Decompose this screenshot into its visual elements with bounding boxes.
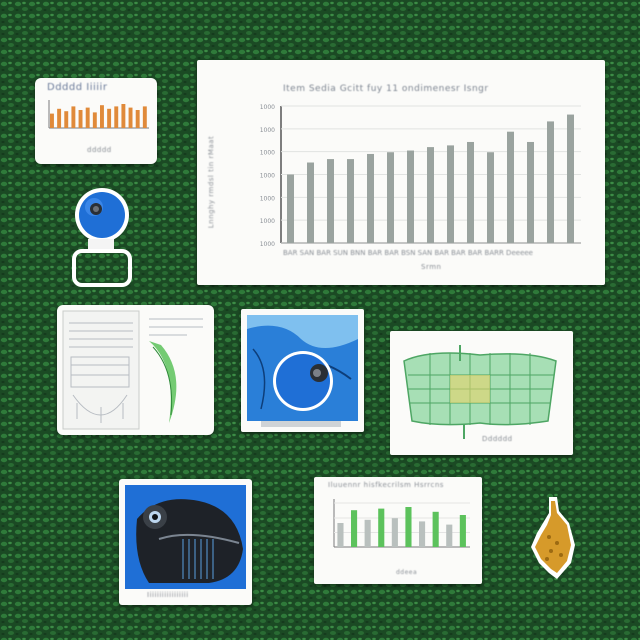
green-bar (459, 515, 466, 547)
green-chart-title: Iluuennr hisfkecrilsm Hsrrcns (328, 481, 444, 489)
green-bar (419, 521, 426, 547)
green-bar-chart-card: Iluuennr hisfkecrilsm Hsrrcns ddeea (314, 477, 482, 584)
green-bar (432, 511, 439, 547)
green-chart-footer: ddeea (396, 569, 418, 576)
y-tick-label: 1000 (260, 195, 275, 202)
green-bar (446, 524, 453, 547)
blue-orb-icon (70, 185, 134, 291)
bar (287, 174, 294, 243)
small-chart-footer: ddddd (87, 146, 112, 154)
green-bar (405, 507, 412, 547)
y-tick-label: 1000 (260, 218, 275, 225)
small-bar (64, 111, 69, 128)
small-bar (107, 108, 112, 128)
gold-puzzle-icon (527, 493, 579, 585)
bar (527, 141, 534, 243)
small-bar (57, 108, 62, 128)
blue-map-card (241, 309, 364, 432)
bar (567, 114, 574, 243)
bar (407, 150, 414, 243)
small-bar (85, 107, 90, 128)
bar (447, 145, 454, 243)
mesh-caption: Dddddd (482, 435, 513, 443)
y-tick-label: 1000 (260, 127, 275, 134)
green-bar (351, 510, 358, 547)
small-bar (78, 110, 83, 128)
green-bar (337, 523, 344, 547)
small-bar (50, 113, 54, 128)
main-bar-chart: 1000 1000 1000 1000 1000 1000 1000 (260, 104, 581, 248)
bar (427, 147, 434, 243)
main-chart-x-ticks: BAR SAN BAR SUN BNN BAR BAR BSN SAN BAR … (283, 249, 533, 257)
creature-caption: Iiiiiiiiiiiiiiiii (147, 591, 189, 599)
small-bar (135, 110, 140, 128)
y-tick-label: 1000 (260, 241, 275, 248)
green-bar-chart (333, 499, 470, 548)
small-chart-card: Ddddd Iiiiir ddddd (35, 78, 157, 164)
bar (347, 159, 354, 243)
small-bar (128, 107, 133, 128)
small-bar (71, 106, 76, 128)
small-bar (92, 112, 97, 128)
main-chart-ylabel: Lnnghy rmdsl tin rMaat (207, 135, 216, 229)
bar (547, 121, 554, 243)
mesh-diagram-card: Dddddd (390, 331, 573, 455)
main-chart-title: Item Sedia Gcitt fuy 11 ondimenesr Isngr (283, 84, 489, 94)
green-bar (391, 518, 398, 547)
bar (307, 162, 314, 243)
small-bar (121, 104, 126, 128)
small-bar (100, 105, 104, 128)
bar (507, 131, 514, 243)
bar (487, 152, 494, 243)
main-chart-xlabel: Srmn (421, 263, 442, 271)
bar (467, 141, 474, 243)
small-chart-title: Ddddd Iiiiir (47, 82, 108, 93)
small-bar-chart (48, 100, 149, 129)
sketch-diagram-card (57, 305, 214, 435)
y-tick-label: 1000 (260, 104, 275, 111)
creature-card: Iiiiiiiiiiiiiiiii (119, 479, 252, 605)
main-chart-card: Item Sedia Gcitt fuy 11 ondimenesr Isngr… (197, 60, 605, 285)
y-tick-label: 1000 (260, 150, 275, 157)
bar (367, 153, 374, 243)
bar (387, 152, 394, 243)
green-bar (378, 508, 385, 547)
green-bar (364, 519, 371, 547)
bar (327, 159, 334, 243)
small-bar (142, 106, 147, 128)
small-bar (114, 106, 119, 128)
y-tick-label: 1000 (260, 173, 275, 180)
